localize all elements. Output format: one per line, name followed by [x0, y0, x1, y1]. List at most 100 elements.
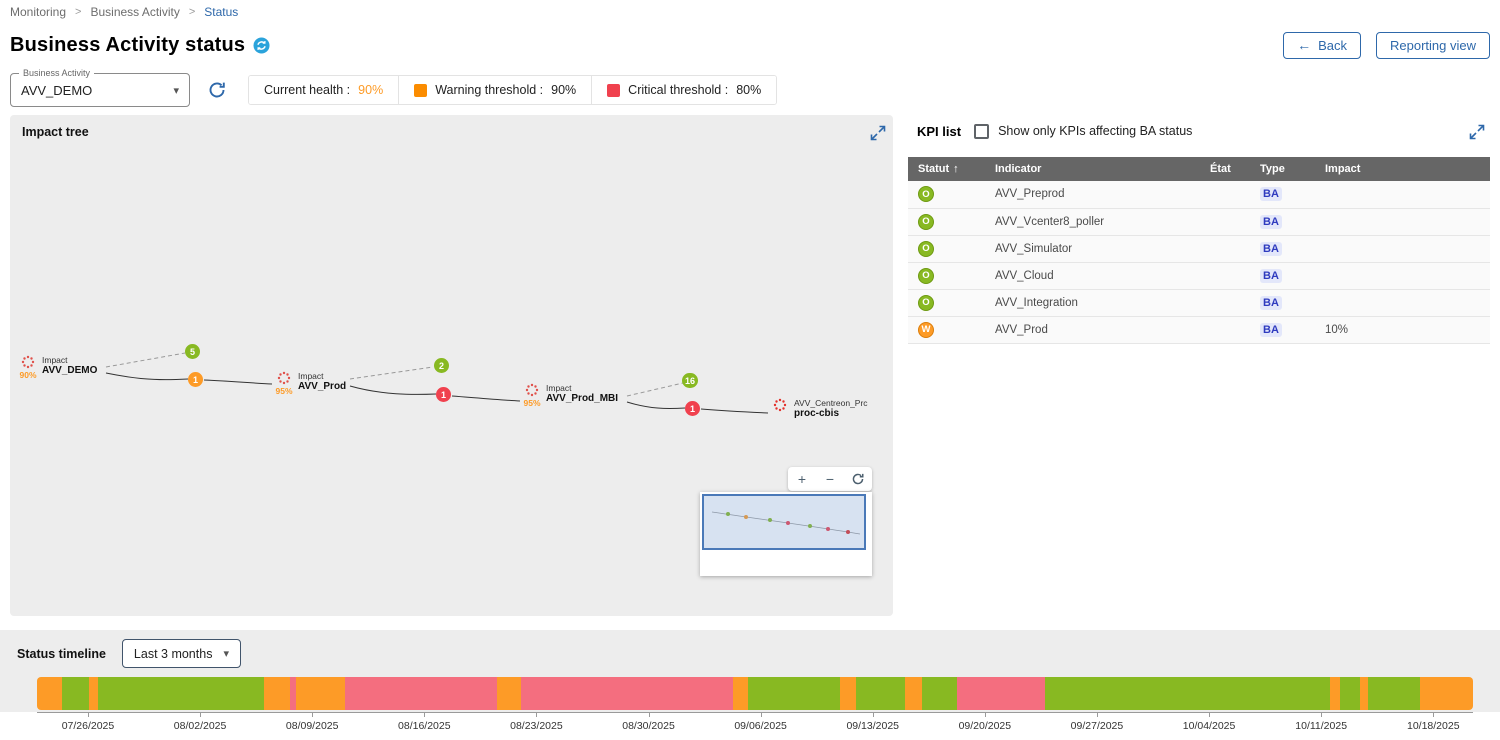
- breadcrumb-monitoring[interactable]: Monitoring: [10, 5, 67, 19]
- tree-badge-ok-count[interactable]: 2: [434, 358, 449, 373]
- kpi-indicator-cell: AVV_Cloud: [985, 262, 1200, 290]
- show-only-kpis-checkbox[interactable]: [974, 123, 990, 139]
- tree-minimap[interactable]: [700, 492, 872, 576]
- timeline-segment-warning[interactable]: [904, 677, 922, 710]
- kpi-row[interactable]: O AVV_Integration BA: [908, 289, 1490, 317]
- timeline-segment-warning[interactable]: [37, 677, 62, 710]
- zoom-reset-button[interactable]: [847, 468, 869, 490]
- timeline-segment-ok[interactable]: [1367, 677, 1420, 710]
- timeline-segment-ok[interactable]: [747, 677, 840, 710]
- timeline-segment-warning[interactable]: [88, 677, 98, 710]
- zoom-out-button[interactable]: −: [825, 471, 835, 487]
- back-button[interactable]: ← Back: [1283, 31, 1361, 59]
- timeline-segment-warning[interactable]: [496, 677, 521, 710]
- type-pill: BA: [1260, 214, 1282, 229]
- tree-node-avv-prod[interactable]: 95% Impact AVV_Prod: [274, 371, 346, 396]
- kpi-row[interactable]: W AVV_Prod BA 10%: [908, 316, 1490, 344]
- node-kicker: Impact: [546, 383, 572, 393]
- timeline-segment-warning[interactable]: [1359, 677, 1368, 710]
- kpi-etat-cell: [1200, 289, 1250, 317]
- kpi-table-body: O AVV_Preprod BA O AVV_Vcenter8_poller BA O AVV…: [908, 181, 1490, 344]
- timeline-range-select[interactable]: Last 3 months ▾: [121, 639, 241, 668]
- axis-tick: [760, 713, 762, 717]
- tree-badge-critical-count[interactable]: 1: [436, 387, 451, 402]
- breadcrumb: Monitoring > Business Activity > Status: [0, 0, 1500, 19]
- column-header-etat[interactable]: État: [1200, 157, 1250, 181]
- kpi-impact-cell: [1315, 289, 1490, 317]
- timeline-segment-critical[interactable]: [956, 677, 1045, 710]
- type-pill: BA: [1260, 187, 1282, 202]
- zoom-in-button[interactable]: +: [797, 471, 807, 487]
- kpi-row[interactable]: O AVV_Vcenter8_poller BA: [908, 208, 1490, 236]
- timeline-segment-warning[interactable]: [1329, 677, 1340, 710]
- kpi-etat-cell: [1200, 208, 1250, 236]
- kpi-indicator-cell: AVV_Preprod: [985, 181, 1200, 209]
- column-header-indicator[interactable]: Indicator: [985, 157, 1200, 181]
- node-health: 95%: [275, 386, 293, 396]
- timeline-segment-critical[interactable]: [520, 677, 733, 710]
- timeline-segment-ok[interactable]: [921, 677, 957, 710]
- tree-badge-ok-count[interactable]: 5: [185, 344, 200, 359]
- column-header-statut[interactable]: Statut ↑: [908, 157, 985, 181]
- timeline-axis-inner: 07/26/2025 08/02/2025 08/09/2025 08/16/2025…: [37, 712, 1473, 740]
- node-health: 90%: [19, 370, 37, 380]
- column-header-impact[interactable]: Impact: [1315, 157, 1490, 181]
- minimap-viewport[interactable]: [702, 494, 866, 550]
- axis-tick: [312, 713, 314, 717]
- status-timeline-bar[interactable]: [37, 677, 1473, 710]
- status-badge: O: [918, 240, 934, 257]
- kpi-indicator-cell: AVV_Simulator: [985, 235, 1200, 263]
- node-name: AVV_DEMO: [42, 365, 98, 377]
- timeline-segment-warning[interactable]: [732, 677, 748, 710]
- tree-badge-critical-count[interactable]: 1: [685, 401, 700, 416]
- impact-tree-canvas[interactable]: [10, 115, 893, 616]
- impact-tree-expand-button[interactable]: [869, 124, 887, 142]
- tree-node-avv-prod-mbi[interactable]: 95% Impact AVV_Prod_MBI: [522, 383, 618, 408]
- tree-node-proc-cbis[interactable]: AVV_Centreon_Prc proc-cbis: [770, 398, 868, 421]
- axis-tick-label: 10/18/2025: [1406, 720, 1460, 732]
- timeline-segment-ok[interactable]: [1339, 677, 1360, 710]
- warning-threshold-chip: Warning threshold : 90%: [398, 76, 592, 104]
- status-timeline-title: Status timeline: [17, 646, 106, 661]
- breadcrumb-business-activity[interactable]: Business Activity: [90, 5, 180, 19]
- kpi-status-cell: O: [908, 262, 985, 290]
- reporting-view-button[interactable]: Reporting view: [1376, 31, 1490, 59]
- kpi-row[interactable]: O AVV_Cloud BA: [908, 262, 1490, 290]
- kpi-row[interactable]: O AVV_Simulator BA: [908, 235, 1490, 263]
- kpi-indicator-cell: AVV_Integration: [985, 289, 1200, 317]
- kpi-impact-cell: [1315, 262, 1490, 290]
- timeline-segment-warning[interactable]: [839, 677, 856, 710]
- refresh-button[interactable]: [205, 78, 229, 102]
- breadcrumb-status[interactable]: Status: [204, 5, 239, 19]
- axis-tick-label: 08/02/2025: [173, 720, 227, 732]
- timeline-segment-warning[interactable]: [296, 677, 345, 710]
- kpi-type-cell: BA: [1250, 235, 1315, 263]
- timeline-segment-critical[interactable]: [289, 677, 296, 710]
- axis-tick: [1096, 713, 1098, 717]
- reset-icon: [852, 473, 864, 485]
- timeline-segment-warning[interactable]: [1419, 677, 1473, 710]
- node-name: AVV_Prod: [298, 381, 347, 393]
- business-activity-select[interactable]: Business Activity AVV_DEMO ▾: [10, 68, 190, 107]
- status-badge: O: [918, 294, 934, 311]
- axis-tick: [1433, 713, 1435, 717]
- timeline-segment-ok[interactable]: [1044, 677, 1330, 710]
- kpi-indicator-cell: AVV_Prod: [985, 316, 1200, 344]
- column-header-type[interactable]: Type: [1250, 157, 1315, 181]
- timeline-segment-ok[interactable]: [98, 677, 264, 710]
- tree-badge-ok-count[interactable]: 16: [682, 373, 699, 388]
- kpi-type-cell: BA: [1250, 181, 1315, 209]
- minimap-tree-sketch: [711, 511, 861, 535]
- timeline-segment-ok[interactable]: [61, 677, 89, 710]
- expand-icon: [1469, 124, 1485, 140]
- axis-tick: [1209, 713, 1211, 717]
- tree-node-avv-demo[interactable]: 90% Impact AVV_DEMO: [18, 355, 97, 380]
- axis-tick-label: 08/30/2025: [622, 720, 675, 732]
- kpi-row[interactable]: O AVV_Preprod BA: [908, 181, 1490, 209]
- kpi-table: Statut ↑ Indicator État Type Impact O AVV_…: [908, 157, 1490, 344]
- timeline-segment-ok[interactable]: [855, 677, 905, 710]
- timeline-segment-critical[interactable]: [344, 677, 497, 710]
- timeline-segment-warning[interactable]: [264, 677, 290, 710]
- tree-badge-warning-count[interactable]: 1: [188, 372, 203, 387]
- kpi-list-expand-button[interactable]: [1468, 123, 1486, 141]
